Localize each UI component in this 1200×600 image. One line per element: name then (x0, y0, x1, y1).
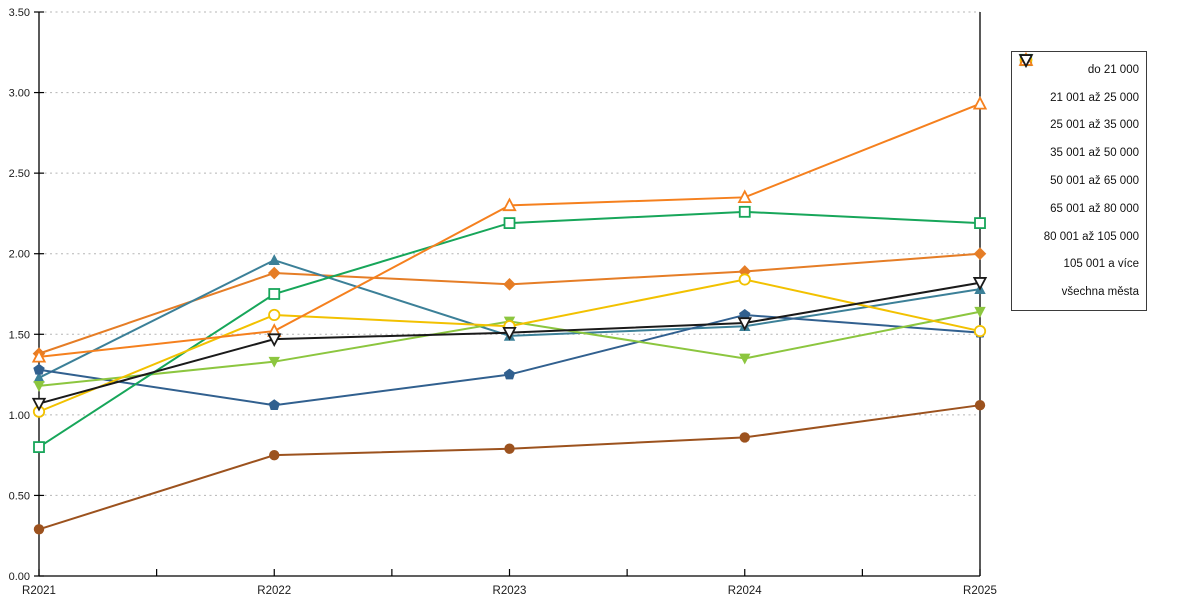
legend-item-105-001-a-vice: 105 001 a více (1012, 52, 1146, 278)
series-21-001-az-25-000 (33, 399, 986, 535)
marker-circle (504, 443, 515, 454)
marker-circle (739, 432, 750, 443)
marker-triangle-down (268, 356, 280, 368)
marker-circle-open (268, 308, 281, 322)
marker-triangle-down (974, 306, 986, 318)
legend-label: 50 001 až 65 000 (1050, 175, 1139, 188)
legend-label: 80 001 až 105 000 (1043, 230, 1139, 243)
x-tick-label: R2024 (728, 585, 762, 597)
legend-item-65-001-az-80-000: 65 001 až 80 000 (1012, 53, 1146, 223)
marker-triangle-down (33, 381, 45, 392)
legend-item-vsechna-mesta: všechna města (1012, 54, 1146, 306)
series-65-001-az-80-000 (33, 205, 986, 453)
y-tick-label: 1.00 (9, 410, 30, 422)
marker-triangle-down-open (1018, 54, 1034, 68)
x-tick-label: R2022 (257, 585, 291, 597)
marker-triangle-up (33, 371, 45, 383)
legend-item-21-001-az-25-000: 21 001 až 25 000 (1012, 54, 1146, 112)
marker-pentagon (503, 368, 516, 380)
marker-circle (974, 399, 986, 411)
marker-circle-open (738, 273, 751, 286)
marker-triangle-down-open (737, 317, 752, 331)
y-tick-label: 2.50 (9, 168, 30, 180)
marker-triangle-down-open (972, 277, 988, 291)
marker-triangle-up (268, 254, 280, 265)
marker-circle-open (973, 324, 987, 338)
gridlines (39, 11, 980, 496)
series-do-21-000 (32, 247, 987, 360)
series-35-001-az-50-000 (33, 308, 986, 411)
marker-triangle-down-open (31, 397, 47, 412)
y-tick-label: 3.00 (9, 88, 30, 100)
series-line (38, 404, 981, 531)
x-tick-label: R2023 (493, 585, 527, 597)
legend-item-50-001-az-65-000: 50 001 až 65 000 (1012, 55, 1146, 195)
marker-pentagon (739, 308, 751, 320)
series-80-001-az-105-000 (32, 273, 987, 418)
marker-triangle-down-open (267, 333, 282, 348)
chart-legend: do 21 000 21 001 až 25 000 25 001 až 35 00… (1011, 51, 1147, 311)
marker-square-open (268, 288, 281, 300)
axes: 0.00 0.50 1.00 1.50 2.00 2.50 3.00 3.50 R2021 R20… (9, 7, 997, 597)
marker-circle (33, 524, 45, 535)
marker-diamond (503, 278, 516, 291)
marker-pentagon (268, 399, 280, 411)
legend-item-25-001-az-35-000: 25 001 až 35 000 (1012, 53, 1146, 140)
legend-item-35-001-az-50-000: 35 001 až 50 000 (1012, 53, 1146, 167)
y-tick-label: 1.50 (9, 329, 30, 341)
y-tick-label: 0.00 (9, 571, 30, 583)
series-105-001-a-vice (31, 95, 988, 363)
y-tick-label: 3.50 (9, 7, 30, 19)
marker-pentagon (33, 363, 45, 375)
marker-square-open (974, 217, 986, 229)
x-tick-label: R2021 (22, 585, 56, 597)
marker-triangle-up-open (502, 197, 517, 212)
y-tick-label: 2.00 (9, 249, 30, 261)
legend-marker-triangle-down-open-icon (1018, 54, 1034, 68)
marker-triangle-up-open (972, 95, 988, 110)
legend-label: 21 001 až 25 000 (1050, 91, 1139, 104)
marker-triangle-up-open (737, 189, 752, 204)
marker-triangle-down (739, 353, 751, 365)
marker-square-open (33, 441, 45, 453)
y-tick-label: 0.50 (9, 490, 30, 502)
marker-triangle-up-open (31, 348, 47, 363)
legend-item-80-001-az-105-000: 80 001 až 105 000 (1012, 53, 1146, 251)
legend-label: 65 001 až 80 000 (1050, 202, 1139, 215)
legend-label: 25 001 až 35 000 (1050, 119, 1139, 132)
series-vsechna-mesta (31, 277, 988, 412)
marker-diamond (267, 266, 281, 280)
legend-label: 105 001 a více (1063, 258, 1139, 271)
marker-circle (269, 449, 280, 461)
legend-label: všechna města (1061, 286, 1139, 299)
x-tick-label: R2025 (963, 585, 997, 597)
marker-triangle-down-open (502, 326, 517, 341)
legend-label: do 21 000 (1087, 63, 1139, 76)
marker-diamond (973, 247, 987, 261)
marker-square-open (738, 205, 751, 218)
marker-diamond (738, 265, 752, 278)
legend-label: 35 001 až 50 000 (1050, 147, 1139, 160)
marker-square-open (503, 217, 516, 229)
